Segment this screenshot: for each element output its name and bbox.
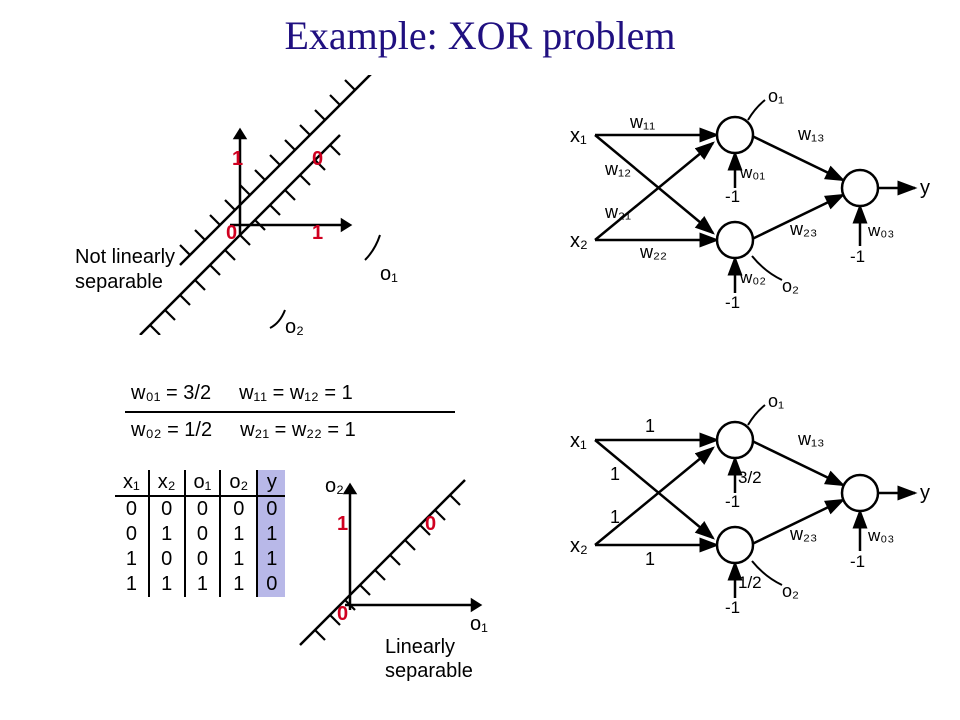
nt-w02: w₀₂ <box>739 268 766 287</box>
nb-b2: -1 <box>725 598 740 617</box>
nb-w02: 1/2 <box>738 573 762 592</box>
nt-x1: x₁ <box>570 125 587 147</box>
th-y: y <box>257 470 285 496</box>
ptD-01: 1 <box>337 513 348 535</box>
nb-w12: 1 <box>610 464 620 484</box>
nt-x2: x₂ <box>570 230 588 252</box>
nt-b3: -1 <box>850 247 865 266</box>
o1-label: o₁ <box>380 263 398 285</box>
nt-w23: w₂₃ <box>789 219 817 239</box>
caption-not-separable: Not linearly separable <box>75 245 175 295</box>
point-01: 1 <box>232 148 243 170</box>
eq-w01: w₀₁ = 3/2 <box>131 382 211 405</box>
network-bottom-svg: x₁ x₂ 1 1 1 1 w₁₃ w₂₃ 3/2 -1 1/2 -1 w₀₃ … <box>550 380 940 640</box>
th-x2: x₂ <box>149 470 185 496</box>
table-row: 1 0 0 1 1 <box>115 547 285 572</box>
truth-table-body: 0 0 0 0 0 0 1 0 1 1 1 0 0 1 <box>115 496 285 597</box>
nb-o2: o₂ <box>782 581 799 601</box>
nb-w11: 1 <box>645 416 655 436</box>
caption-text: Not linearly separable <box>75 246 175 293</box>
eq-w02: w₀₂ = 1/2 <box>131 419 212 442</box>
nt-w13: w₁₃ <box>797 124 824 144</box>
slide: Example: XOR problem <box>0 0 960 720</box>
axis-o2: o₂ <box>325 475 344 497</box>
table-row: 0 1 0 1 1 <box>115 522 285 547</box>
point-10: 1 <box>312 222 323 244</box>
nb-w23: w₂₃ <box>789 524 817 544</box>
nb-y: y <box>920 482 930 504</box>
axis-o1: o₁ <box>470 613 488 635</box>
th-o2: o₂ <box>220 470 257 496</box>
nb-w03: w₀₃ <box>867 526 894 545</box>
panel-linearly-separable: 0 1 0 o₁ o₂ Linearly separable <box>295 470 505 680</box>
xor-plane-diagram: 0 1 1 0 o₁ o₂ <box>90 75 460 335</box>
th-x1: x₁ <box>115 470 149 496</box>
truth-table-panel: x₁ x₂ o₁ o₂ y 0 0 0 0 0 0 1 0 <box>115 470 285 597</box>
weight-equations: w₀₁ = 3/2 w₁₁ = w₁₂ = 1 w₀₂ = 1/2 w₂₁ = … <box>125 380 455 444</box>
table-row: 0 0 0 0 0 <box>115 496 285 522</box>
nb-w22: 1 <box>645 549 655 569</box>
ptD-00: 0 <box>337 603 348 625</box>
point-00: 0 <box>226 222 237 244</box>
nt-w03: w₀₃ <box>867 221 894 240</box>
linear-sep-diagram: 0 1 0 o₁ o₂ <box>295 470 505 660</box>
network-top: x₁ x₂ w₁₁ w₁₂ w₂₁ w₂₂ w₁₃ w₂₃ w₀₁ -1 w₀₂… <box>550 80 940 330</box>
nb-b3: -1 <box>850 552 865 571</box>
nb-w21: 1 <box>610 507 620 527</box>
nt-b1: -1 <box>725 187 740 206</box>
o2-label: o₂ <box>285 316 304 335</box>
point-11: 0 <box>312 148 323 170</box>
caption-linearly-separable: Linearly separable <box>385 635 473 683</box>
nt-w22: w₂₂ <box>639 242 667 262</box>
nt-w01: w₀₁ <box>739 163 765 182</box>
nt-b2: -1 <box>725 293 740 312</box>
eq-w21-w22: w₂₁ = w₂₂ = 1 <box>240 419 356 442</box>
nt-w12: w₁₂ <box>604 159 631 179</box>
eq-w11-w12: w₁₁ = w₁₂ = 1 <box>239 382 353 405</box>
nt-w11: w₁₁ <box>629 112 655 132</box>
panel-not-linearly-separable: 0 1 1 0 o₁ o₂ Not linearly separable <box>90 75 460 335</box>
nb-x1: x₁ <box>570 430 587 452</box>
nt-o2: o₂ <box>782 276 799 296</box>
truth-table: x₁ x₂ o₁ o₂ y 0 0 0 0 0 0 1 0 <box>115 470 285 597</box>
nb-o1: o₁ <box>768 391 784 411</box>
nt-o1: o₁ <box>768 86 784 106</box>
nb-w01: 3/2 <box>738 468 762 487</box>
th-o1: o₁ <box>185 470 221 496</box>
nb-x2: x₂ <box>570 535 588 557</box>
nb-b1: -1 <box>725 492 740 511</box>
ptD-11: 0 <box>425 513 436 535</box>
page-title: Example: XOR problem <box>0 12 960 59</box>
network-bottom: x₁ x₂ 1 1 1 1 w₁₃ w₂₃ 3/2 -1 1/2 -1 w₀₃ … <box>550 380 940 640</box>
table-row: 1 1 1 1 0 <box>115 572 285 597</box>
nb-w13: w₁₃ <box>797 429 824 449</box>
nt-y: y <box>920 177 930 199</box>
network-top-svg: x₁ x₂ w₁₁ w₁₂ w₂₁ w₂₂ w₁₃ w₂₃ w₀₁ -1 w₀₂… <box>550 80 940 330</box>
nt-w21: w₂₁ <box>604 202 631 222</box>
